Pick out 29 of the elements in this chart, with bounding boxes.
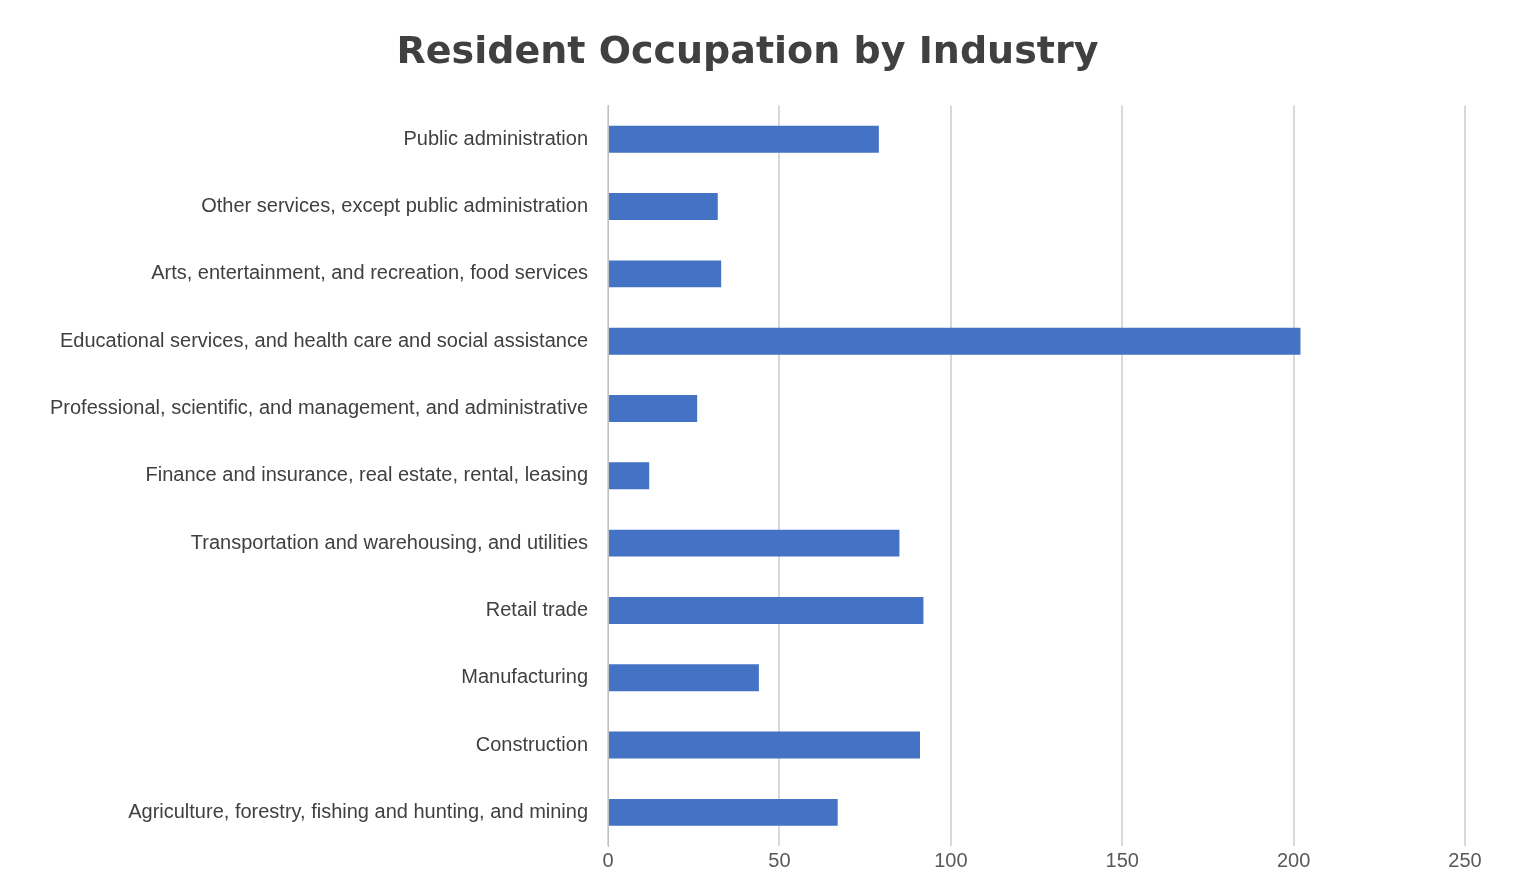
- y-tick-label: Construction: [475, 732, 589, 755]
- x-tick-label: 0: [602, 848, 614, 871]
- y-tick-label: Professional, scientific, and management, and administrative: [49, 396, 589, 419]
- x-tick-label: 200: [1276, 848, 1311, 871]
- x-tick-label: 100: [934, 848, 968, 871]
- x-tick-label: 150: [1105, 848, 1139, 871]
- y-tick-label: Educational services, and health care and social assistance: [59, 328, 589, 351]
- bar: [609, 664, 759, 692]
- bar: [609, 260, 722, 288]
- y-tick-label: Retail trade: [485, 597, 589, 620]
- bar: [609, 529, 900, 557]
- bar: [609, 395, 698, 422]
- y-tick-label: Finance and insurance, real estate, rental, leasing: [145, 463, 589, 486]
- chart-title: Resident Occupation by Industry: [396, 27, 1099, 72]
- y-tick-label: Arts, entertainment, and recreation, food services: [151, 261, 589, 284]
- x-tick-label: 50: [768, 848, 791, 871]
- y-tick-label: Other services, except public administration: [201, 194, 589, 217]
- bar: [609, 462, 650, 490]
- x-tick-label: 250: [1448, 848, 1482, 871]
- bar: [609, 798, 838, 826]
- y-tick-label: Manufacturing: [461, 665, 589, 688]
- y-tick-label: Transportation and warehousing, and utilities: [190, 530, 589, 553]
- bar: [609, 731, 920, 759]
- bar: [609, 193, 718, 221]
- y-tick-label: Agriculture, forestry, fishing and hunting, and mining: [128, 799, 589, 822]
- bar: [609, 327, 1301, 355]
- bar: [609, 596, 924, 624]
- y-tick-label: Public administration: [403, 126, 589, 149]
- bar: [609, 125, 879, 153]
